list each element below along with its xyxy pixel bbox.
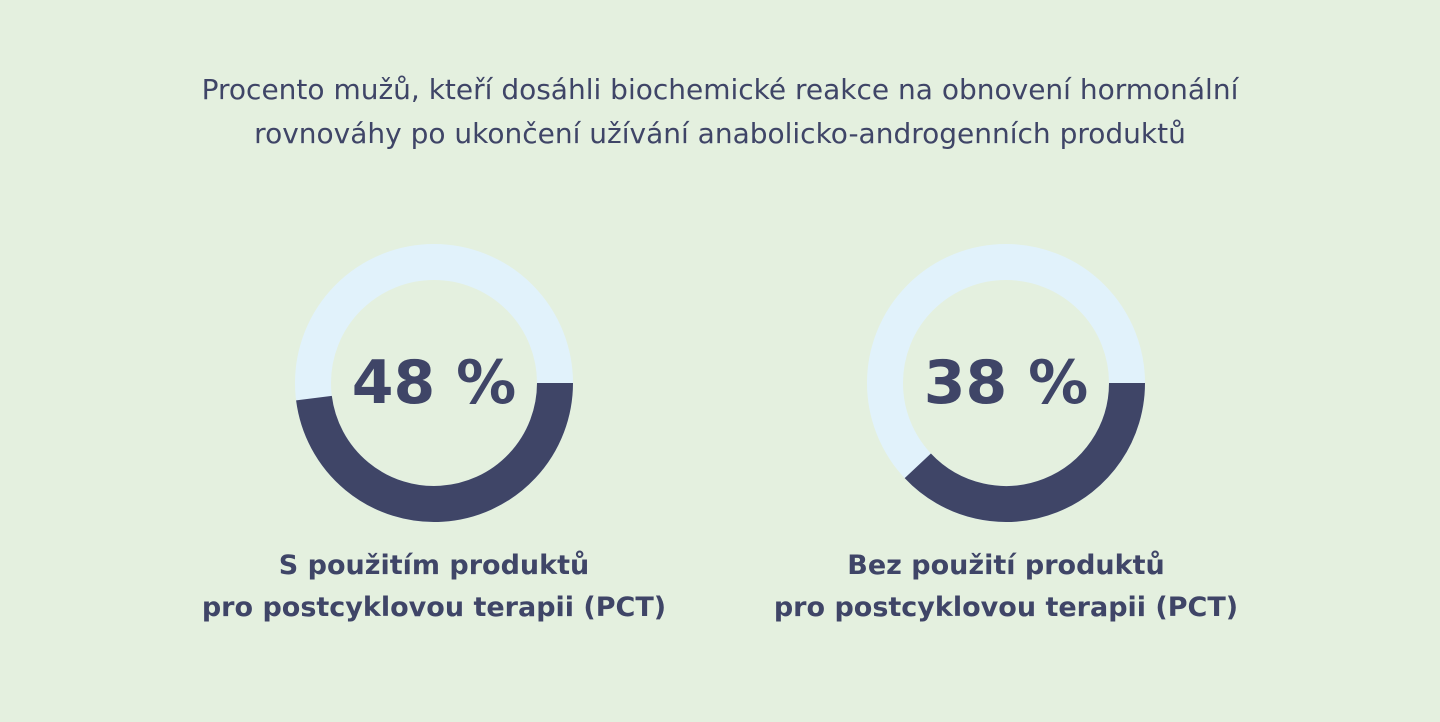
donut-value-arc [296, 382, 573, 522]
title-line: Procento mužů, kteří dosáhli biochemické… [201, 73, 1239, 106]
chart-title: Procento mužů, kteří dosáhli biochemické… [120, 68, 1320, 156]
caption-line: S použitím produktů [278, 550, 590, 581]
title-line: rovnováhy po ukončení užívání anabolicko… [254, 117, 1186, 150]
donut-value-arc [904, 382, 1145, 522]
donut-svg: 48 % [295, 244, 573, 522]
donut-svg: 38 % [867, 244, 1145, 522]
donut-chart-with-pct: 48 % [294, 243, 574, 523]
caption-line: pro postcyklovou terapii (PCT) [201, 592, 667, 623]
donut-caption-without-pct: Bez použití produktů pro postcyklovou te… [706, 545, 1306, 629]
donut-value-label: 48 % [352, 348, 517, 418]
caption-line: Bez použití produktů [847, 550, 1165, 581]
donut-caption-with-pct: S použitím produktů pro postcyklovou ter… [134, 545, 734, 629]
donut-chart-without-pct: 38 % [866, 243, 1146, 523]
caption-line: pro postcyklovou terapii (PCT) [773, 592, 1239, 623]
donut-value-label: 38 % [924, 348, 1089, 418]
